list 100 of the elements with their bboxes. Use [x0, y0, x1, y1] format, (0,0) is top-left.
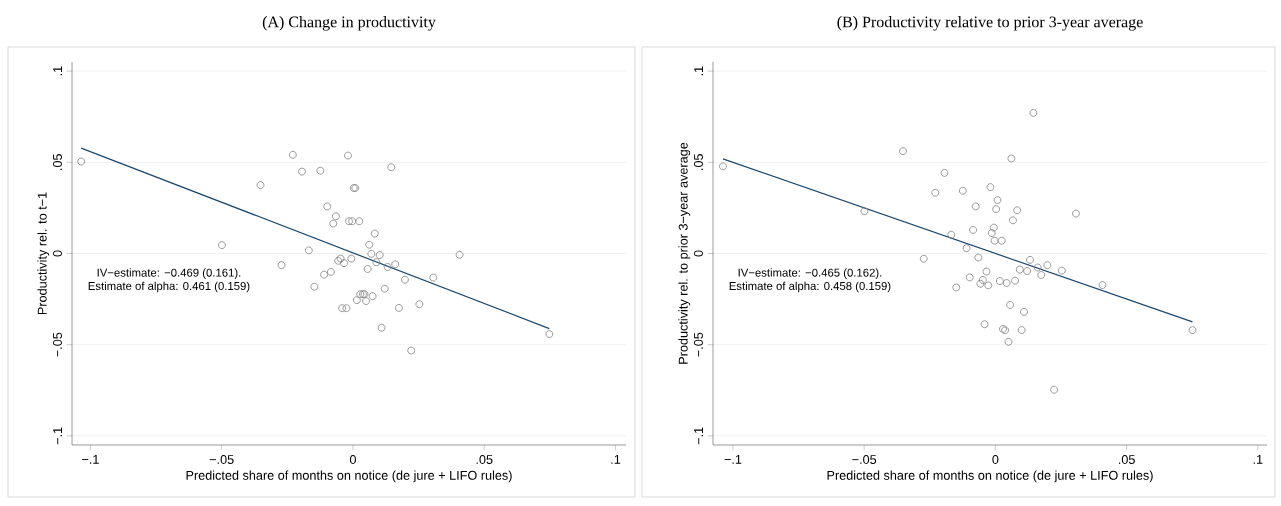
point [347, 254, 356, 263]
chart-title: (B) Productivity relative to prior 3-year average [837, 16, 1143, 31]
point [218, 241, 226, 249]
x-tick-label: −.1 [82, 455, 99, 464]
point [995, 277, 1004, 285]
chart-title: (A) Change in productivity [262, 16, 436, 31]
point [965, 273, 974, 282]
point [277, 261, 286, 270]
point [1020, 307, 1028, 316]
point [919, 254, 928, 263]
point [997, 236, 1006, 245]
point [1029, 109, 1038, 117]
point [993, 196, 1002, 204]
y-tick-label: 0 [693, 250, 703, 257]
point [304, 246, 313, 255]
point [719, 162, 727, 171]
x-tick-label: −.05 [852, 455, 877, 464]
point [356, 290, 365, 299]
x-tick-label: .05 [1118, 455, 1135, 464]
point [375, 251, 384, 259]
point [1009, 216, 1017, 225]
point [987, 229, 996, 237]
point [989, 223, 998, 232]
point [980, 320, 989, 329]
point [407, 346, 416, 355]
x-tick-label: 0 [349, 455, 356, 464]
x-axis-title: Predicted share of months on notice (de jure + LIFO rules) [827, 470, 1153, 483]
point [370, 229, 379, 238]
point [990, 236, 999, 245]
y-axis-title: Productivity rel. to t−1 [37, 192, 50, 315]
point [377, 323, 386, 332]
point [1004, 337, 1013, 346]
point [1017, 326, 1026, 334]
point [455, 250, 464, 259]
x-tick-label: .05 [476, 455, 493, 464]
point [298, 167, 306, 176]
point [860, 207, 869, 216]
point [1007, 154, 1016, 163]
point [971, 202, 980, 211]
point [323, 202, 332, 211]
y-tick-label: .1 [53, 66, 62, 76]
point [1043, 261, 1052, 270]
point [365, 240, 374, 249]
point [363, 265, 372, 273]
point [1188, 326, 1197, 334]
point [395, 303, 403, 312]
point [899, 147, 907, 156]
y-tick-label: 0 [53, 250, 62, 257]
point [1033, 263, 1042, 272]
point [77, 157, 86, 166]
point [952, 283, 961, 292]
point [401, 275, 409, 284]
x-tick-label: .1 [611, 455, 621, 464]
point [327, 268, 335, 276]
point [958, 186, 967, 195]
point [1006, 301, 1014, 309]
point [982, 267, 991, 276]
point [1098, 281, 1107, 289]
point [383, 263, 392, 271]
point [316, 166, 325, 175]
y-tick-label: −.05 [693, 332, 703, 357]
point [1002, 279, 1011, 287]
point [429, 273, 438, 282]
x-tick-label: .1 [1253, 455, 1263, 464]
point [355, 217, 364, 226]
x-tick-label: −.1 [724, 455, 742, 464]
point [310, 282, 319, 291]
x-tick-label: 0 [992, 455, 999, 464]
y-axis-title: Productivity rel. to prior 3−year average [678, 142, 691, 364]
point [1013, 206, 1022, 215]
x-tick-label: −.05 [209, 455, 234, 464]
point [1023, 267, 1032, 275]
point [1072, 209, 1080, 218]
point [984, 281, 993, 290]
point [1050, 385, 1059, 394]
point [348, 217, 357, 226]
point [1037, 271, 1046, 279]
point [986, 183, 995, 191]
y-tick-label: −.05 [53, 332, 62, 357]
point [969, 226, 977, 234]
point [344, 151, 352, 160]
point [992, 205, 1001, 214]
y-tick-label: .1 [694, 66, 703, 76]
y-tick-label: .05 [693, 154, 703, 170]
point [962, 244, 971, 253]
x-axis-title: Predicted share of months on notice (de jure + LIFO rules) [186, 470, 512, 483]
point [415, 300, 424, 309]
annotation: IV−estimate: −0.469 (0.161). [97, 268, 241, 279]
point [345, 217, 353, 226]
point [380, 284, 389, 293]
point [1015, 265, 1024, 274]
point [545, 330, 554, 338]
point [940, 169, 949, 177]
point [353, 296, 361, 305]
point [1057, 266, 1066, 275]
point [372, 258, 381, 267]
point [340, 259, 348, 268]
point [338, 304, 347, 313]
point [367, 249, 376, 258]
annotation: Estimate of alpha: 0.461 (0.159) [88, 281, 250, 293]
